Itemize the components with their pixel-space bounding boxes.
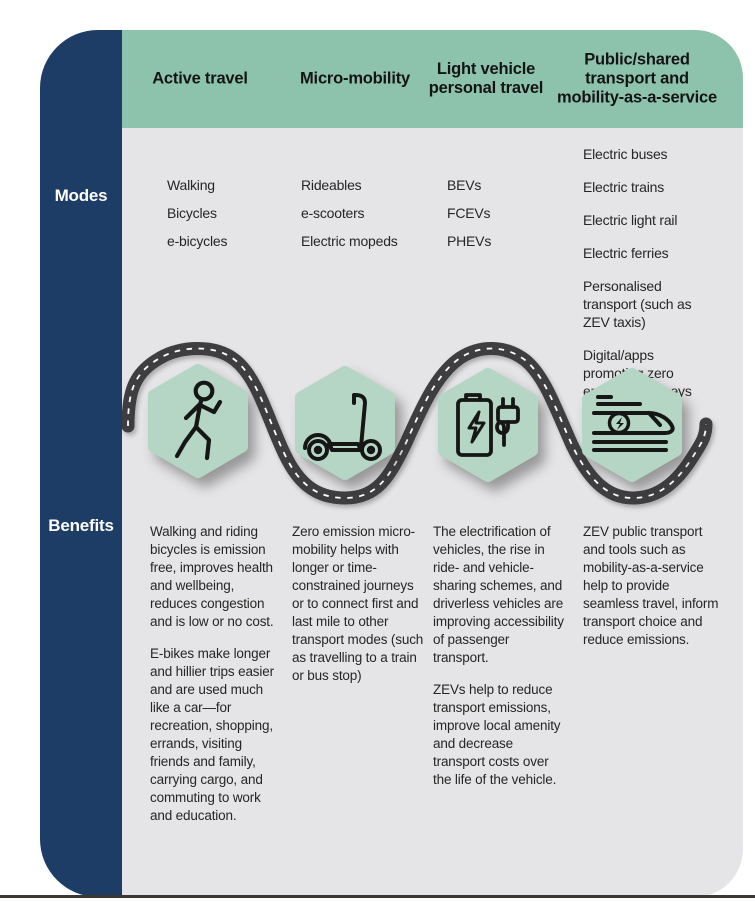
mode-item: Electric ferries — [583, 245, 669, 261]
mode-item: Electric trains — [583, 179, 665, 195]
header-active-travel: Active travel — [152, 69, 248, 88]
mode-item: Rideables — [301, 177, 362, 193]
benefit-paragraph: E-bikes make longer and hillier trips ea… — [150, 646, 274, 823]
benefit-paragraph: Walking and riding bicycles is emission … — [150, 524, 274, 629]
mode-item: Bicycles — [167, 205, 217, 221]
benefit-paragraph: ZEVs help to reduce transport emissions,… — [433, 682, 561, 787]
table-content: Active travel Micro-mobility Light vehic… — [122, 30, 743, 897]
mode-item: FCEVs — [447, 205, 491, 221]
mode-item: Digital/apps promoting zero emission jou… — [583, 347, 692, 399]
modes-active-travel: Walking Bicycles e-bicycles — [150, 128, 292, 415]
benefit-paragraph: The electrification of vehicles, the ris… — [433, 524, 564, 665]
mode-item: e-scooters — [301, 205, 365, 221]
benefits-light-vehicle: The electrification of vehicles, the ris… — [433, 523, 583, 839]
page-bottom-rule — [0, 895, 755, 898]
mode-item: e-bicycles — [167, 233, 228, 249]
header-public-shared: Public/shared transport and mobility-as-… — [557, 50, 717, 107]
mode-item: Electric light rail — [583, 212, 678, 228]
table-body: Walking Bicycles e-bicycles Rideables e-… — [122, 128, 743, 897]
benefits-row: Walking and riding bicycles is emission … — [122, 523, 743, 839]
modes-light-vehicle: BEVs FCEVs PHEVs — [433, 128, 583, 415]
mode-item: Electric buses — [583, 146, 668, 162]
modes-row-label: Modes — [54, 186, 108, 205]
infographic-card: Modes Benefits Active travel Micro-mobil… — [40, 30, 743, 897]
mode-item: PHEVs — [447, 233, 492, 249]
row-labels-sidebar: Modes Benefits — [40, 30, 122, 897]
column-headers-band: Active travel Micro-mobility Light vehic… — [122, 30, 743, 128]
header-micro-mobility: Micro-mobility — [300, 69, 410, 88]
mode-item: BEVs — [447, 177, 482, 193]
benefit-paragraph: Zero emission micro-mobility helps with … — [292, 524, 424, 683]
header-light-vehicle: Light vehicle personal travel — [428, 60, 544, 97]
modes-micro-mobility: Rideables e-scooters Electric mopeds — [292, 128, 433, 415]
mode-item: Electric mopeds — [301, 233, 398, 249]
mode-item: Personalised transport (such as ZEV taxi… — [583, 278, 692, 330]
benefits-micro-mobility: Zero emission micro-mobility helps with … — [292, 523, 433, 839]
modes-row: Walking Bicycles e-bicycles Rideables e-… — [122, 128, 743, 415]
mode-item: Walking — [167, 177, 215, 193]
benefit-paragraph: ZEV public transport and tools such as m… — [583, 524, 719, 647]
benefits-row-label: Benefits — [48, 516, 114, 535]
benefits-active-travel: Walking and riding bicycles is emission … — [150, 523, 292, 839]
benefits-public-shared: ZEV public transport and tools such as m… — [583, 523, 743, 839]
modes-public-shared: Electric buses Electric trains Electric … — [583, 128, 743, 415]
